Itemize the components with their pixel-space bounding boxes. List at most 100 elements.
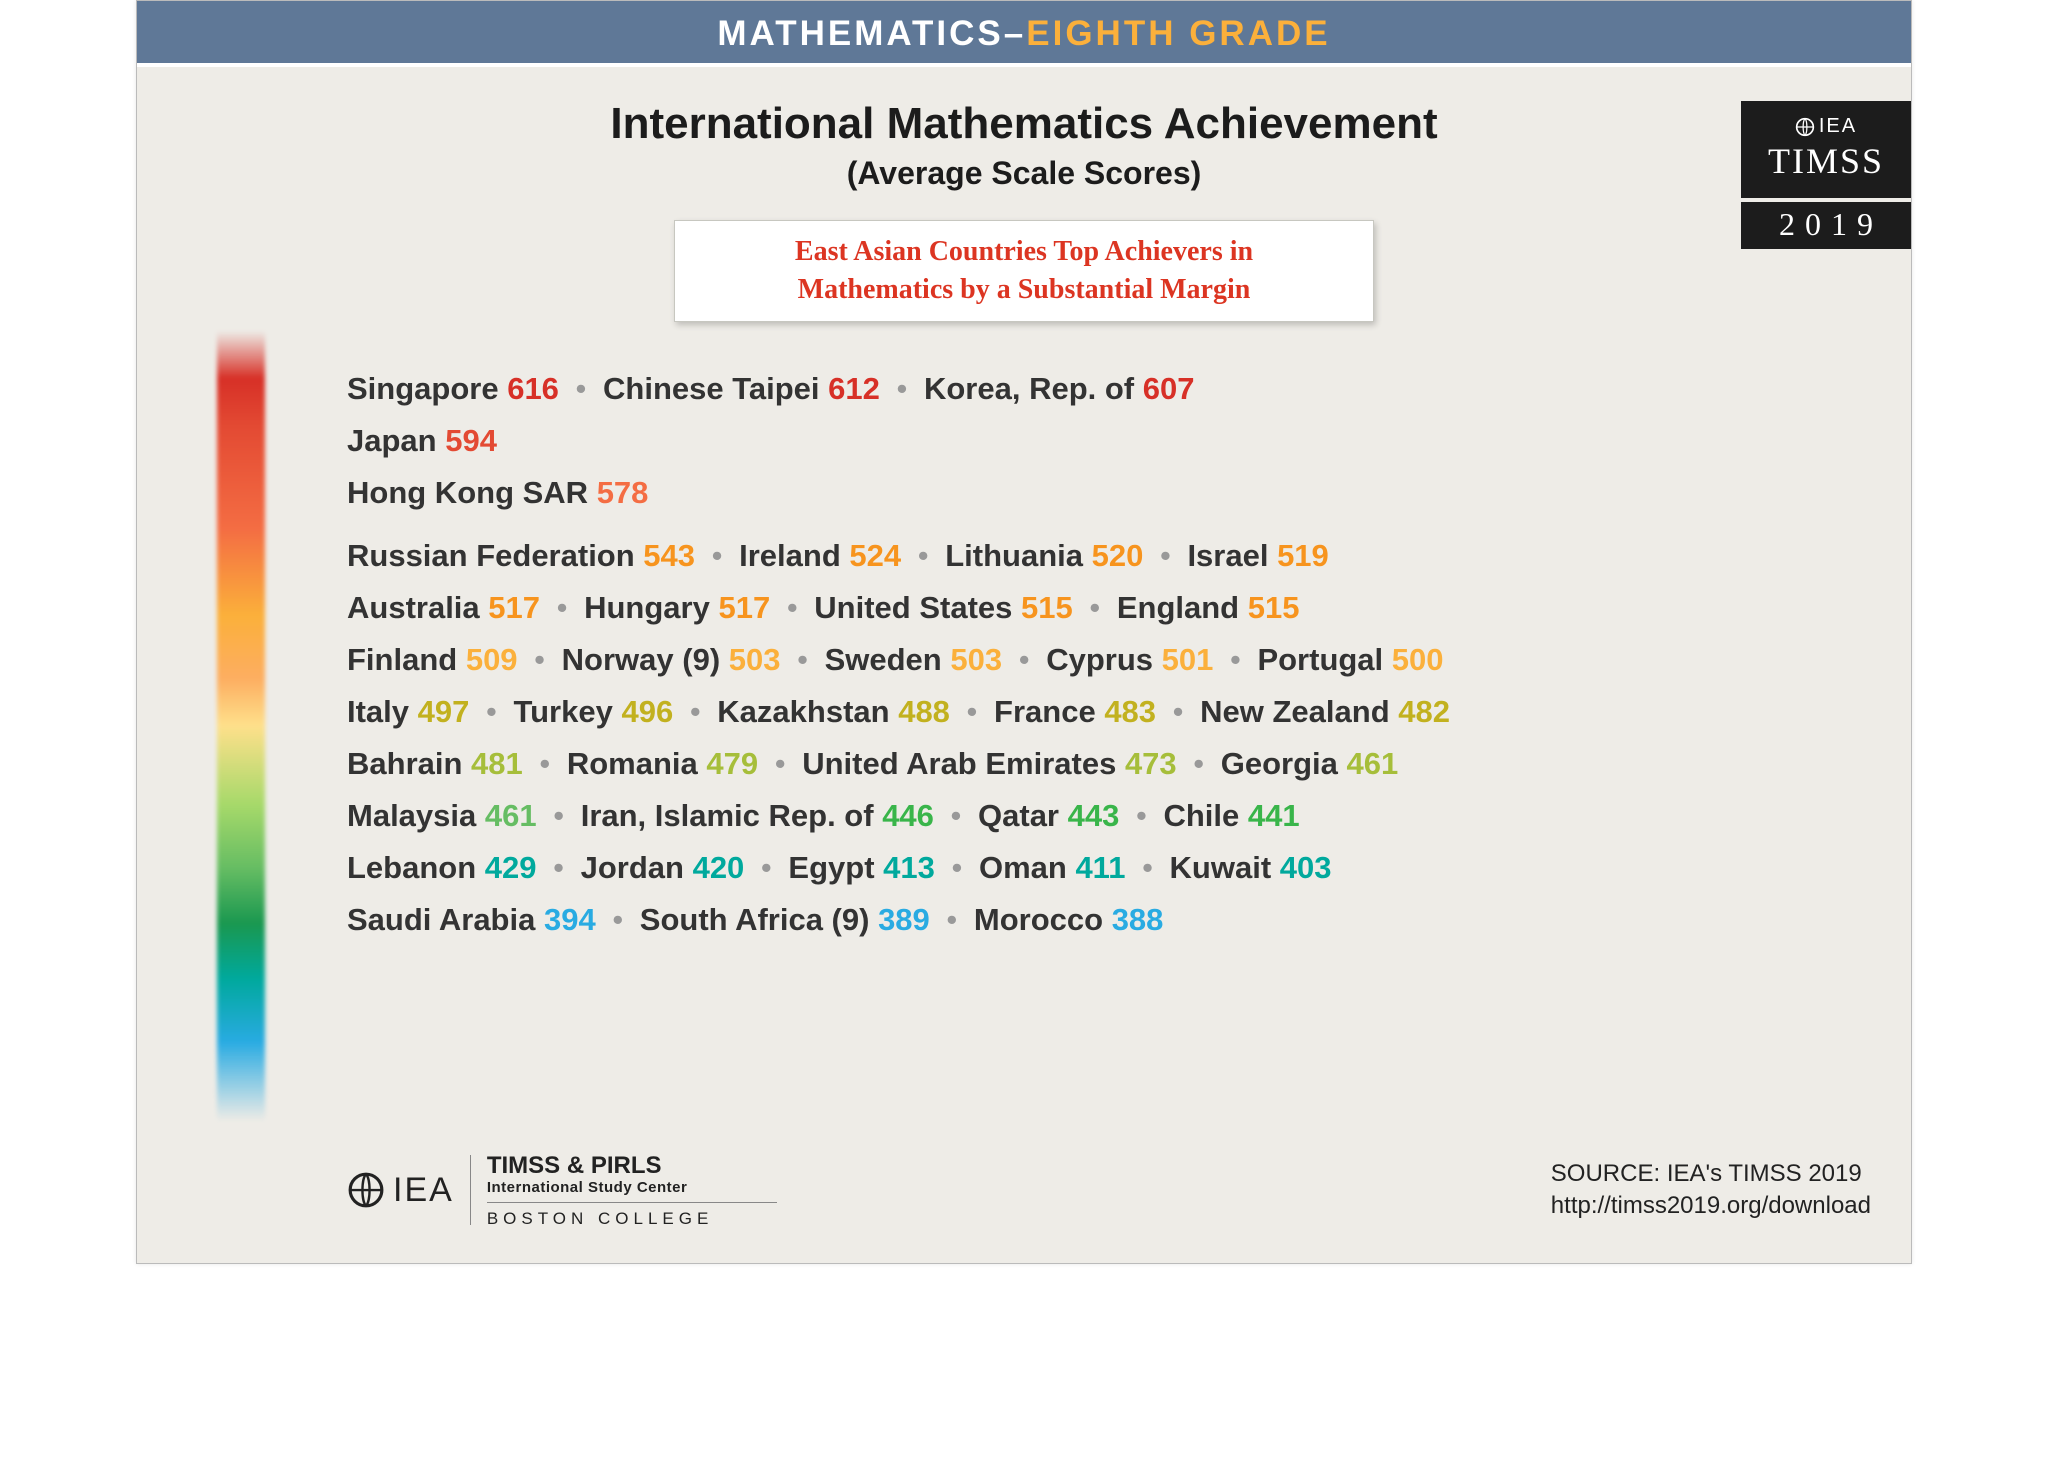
country-name: Cyprus xyxy=(1046,642,1161,677)
country-name: Romania xyxy=(567,746,707,781)
separator-dot: • xyxy=(681,694,709,729)
country-score: 388 xyxy=(1112,902,1164,937)
country-name: South Africa (9) xyxy=(640,902,878,937)
separator-dot: • xyxy=(1221,642,1249,677)
separator-dot: • xyxy=(1127,798,1155,833)
separator-dot: • xyxy=(778,590,806,625)
country-name: Malaysia xyxy=(347,798,485,833)
country-name: England xyxy=(1117,590,1248,625)
country-name: Singapore xyxy=(347,371,507,406)
country-score: 543 xyxy=(643,538,695,573)
country-name: Lithuania xyxy=(945,538,1091,573)
country-score: 403 xyxy=(1280,850,1332,885)
callout-box: East Asian Countries Top Achievers in Ma… xyxy=(674,220,1374,322)
country-score: 482 xyxy=(1398,694,1450,729)
iea-logo: IEA xyxy=(347,1171,454,1210)
country-name: Ireland xyxy=(739,538,849,573)
country-name: Sweden xyxy=(825,642,951,677)
score-row: Malaysia 461 • Iran, Islamic Rep. of 446… xyxy=(347,800,1747,831)
country-name: Egypt xyxy=(788,850,883,885)
source-line2: http://timss2019.org/download xyxy=(1551,1190,1871,1222)
score-row: Finland 509 • Norway (9) 503 • Sweden 50… xyxy=(347,644,1747,675)
country-score: 517 xyxy=(718,590,770,625)
separator-dot: • xyxy=(938,902,966,937)
iea-text: IEA xyxy=(393,1171,454,1210)
score-group: Russian Federation 543 • Ireland 524 • L… xyxy=(347,540,1747,935)
country-score: 481 xyxy=(471,746,523,781)
score-row: Japan 594 xyxy=(347,425,1747,456)
country-name: Bahrain xyxy=(347,746,471,781)
globe-icon xyxy=(1795,117,1815,137)
country-name: Finland xyxy=(347,642,466,677)
country-score: 483 xyxy=(1104,694,1156,729)
country-name: United Arab Emirates xyxy=(802,746,1125,781)
country-score: 488 xyxy=(898,694,950,729)
callout-line1: East Asian Countries Top Achievers in xyxy=(795,236,1253,267)
separator-dot: • xyxy=(909,538,937,573)
country-name: Turkey xyxy=(513,694,621,729)
header-dash: – xyxy=(1004,14,1026,53)
title-block: International Mathematics Achievement (A… xyxy=(137,67,1911,322)
footer-left: IEA TIMSS & PIRLS International Study Ce… xyxy=(347,1152,777,1229)
country-name: Portugal xyxy=(1257,642,1391,677)
separator-dot: • xyxy=(1133,850,1161,885)
country-score: 420 xyxy=(693,850,745,885)
country-name: Hungary xyxy=(584,590,718,625)
badge-year-wrap: 2019 xyxy=(1741,198,1911,249)
sub-title: (Average Scale Scores) xyxy=(137,155,1911,192)
country-score: 411 xyxy=(1075,850,1125,885)
separator-dot: • xyxy=(1081,590,1109,625)
country-score: 524 xyxy=(849,538,901,573)
country-name: Australia xyxy=(347,590,488,625)
country-name: Chinese Taipei xyxy=(603,371,828,406)
separator-dot: • xyxy=(1010,642,1038,677)
footer-source: SOURCE: IEA's TIMSS 2019 http://timss201… xyxy=(1551,1158,1871,1223)
header-bar: MATHEMATICS–EIGHTH GRADE xyxy=(137,1,1911,67)
country-name: Lebanon xyxy=(347,850,485,885)
separator-dot: • xyxy=(703,538,731,573)
country-score: 607 xyxy=(1143,371,1195,406)
corner-badge: IEA TIMSS 2019 xyxy=(1741,101,1911,249)
separator-dot: • xyxy=(942,798,970,833)
callout-line2: Mathematics by a Substantial Margin xyxy=(798,274,1251,305)
separator-dot: • xyxy=(604,902,632,937)
country-score: 519 xyxy=(1277,538,1329,573)
score-row: Singapore 616 • Chinese Taipei 612 • Kor… xyxy=(347,373,1747,404)
study-center-block: TIMSS & PIRLS International Study Center… xyxy=(487,1152,777,1229)
country-score: 389 xyxy=(878,902,930,937)
scores-list: Singapore 616 • Chinese Taipei 612 • Kor… xyxy=(347,373,1747,967)
separator-dot: • xyxy=(888,371,916,406)
globe-icon xyxy=(347,1171,385,1209)
score-row: Australia 517 • Hungary 517 • United Sta… xyxy=(347,592,1747,623)
badge-org: IEA xyxy=(1819,115,1857,138)
tp-divider xyxy=(487,1202,777,1203)
country-score: 394 xyxy=(544,902,596,937)
country-name: Georgia xyxy=(1221,746,1347,781)
separator-dot: • xyxy=(1185,746,1213,781)
vertical-divider xyxy=(470,1155,471,1225)
country-score: 515 xyxy=(1248,590,1300,625)
country-name: Chile xyxy=(1163,798,1247,833)
header-grade: EIGHTH GRADE xyxy=(1026,14,1330,53)
country-name: Norway (9) xyxy=(562,642,729,677)
score-gradient-bar xyxy=(217,331,265,1121)
header-subject: MATHEMATICS xyxy=(717,14,1003,53)
footer: IEA TIMSS & PIRLS International Study Ce… xyxy=(347,1152,1871,1229)
tp-sub: International Study Center xyxy=(487,1179,777,1196)
country-score: 616 xyxy=(507,371,559,406)
separator-dot: • xyxy=(1151,538,1179,573)
country-name: Kazakhstan xyxy=(717,694,898,729)
country-score: 503 xyxy=(950,642,1002,677)
country-name: Japan xyxy=(347,423,445,458)
country-name: Israel xyxy=(1187,538,1277,573)
country-name: Morocco xyxy=(974,902,1112,937)
separator-dot: • xyxy=(958,694,986,729)
country-score: 441 xyxy=(1248,798,1300,833)
score-row: Bahrain 481 • Romania 479 • United Arab … xyxy=(347,748,1747,779)
score-row: Saudi Arabia 394 • South Africa (9) 389 … xyxy=(347,904,1747,935)
tp-bc: BOSTON COLLEGE xyxy=(487,1209,777,1229)
country-score: 517 xyxy=(488,590,540,625)
country-score: 578 xyxy=(597,475,649,510)
badge-study: TIMSS xyxy=(1741,138,1911,194)
separator-dot: • xyxy=(526,642,554,677)
